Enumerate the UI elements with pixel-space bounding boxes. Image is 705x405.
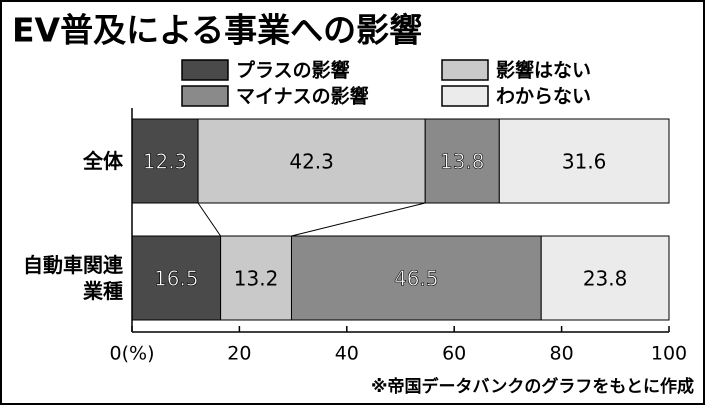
x-tick-label: 100 bbox=[651, 343, 687, 365]
legend-swatch bbox=[181, 59, 229, 81]
legend-label: マイナスの影響 bbox=[236, 85, 369, 108]
value-label: 13.2 bbox=[234, 267, 279, 291]
value-label: 46.5 bbox=[394, 267, 439, 291]
x-tick-label: 60 bbox=[442, 343, 466, 365]
value-label: 42.3 bbox=[289, 150, 334, 174]
legend-label: 影響はない bbox=[496, 59, 591, 82]
legend-label: プラスの影響 bbox=[236, 59, 350, 82]
y-category-label: 自動車関連 業種 bbox=[23, 253, 123, 303]
connector bbox=[291, 202, 426, 237]
chart-title: EV普及による事業への影響 bbox=[12, 11, 422, 50]
legend-swatch bbox=[181, 85, 229, 107]
legend-swatch bbox=[441, 85, 489, 107]
source-note: ※帝国データバンクのグラフをもとに作成 bbox=[371, 376, 694, 397]
value-label: 13.8 bbox=[440, 150, 485, 174]
connector bbox=[197, 202, 222, 237]
bar-segment bbox=[540, 235, 670, 321]
bar-segment bbox=[131, 118, 199, 204]
value-label: 31.6 bbox=[562, 150, 607, 174]
bar-segment bbox=[131, 235, 222, 321]
x-tick-label: 0(%) bbox=[110, 343, 155, 365]
bar-segment bbox=[220, 235, 292, 321]
bar-segment bbox=[498, 118, 670, 204]
value-label: 16.5 bbox=[154, 267, 199, 291]
legend-swatch bbox=[441, 59, 489, 81]
value-label: 23.8 bbox=[583, 267, 628, 291]
x-tick-label: 20 bbox=[227, 343, 251, 365]
legend-label: わからない bbox=[496, 86, 591, 108]
y-category-label: 全体 bbox=[83, 149, 123, 173]
x-tick-label: 80 bbox=[550, 343, 574, 365]
x-tick-label: 40 bbox=[335, 343, 359, 365]
bar-segment bbox=[290, 235, 542, 321]
value-label: 12.3 bbox=[143, 150, 188, 174]
